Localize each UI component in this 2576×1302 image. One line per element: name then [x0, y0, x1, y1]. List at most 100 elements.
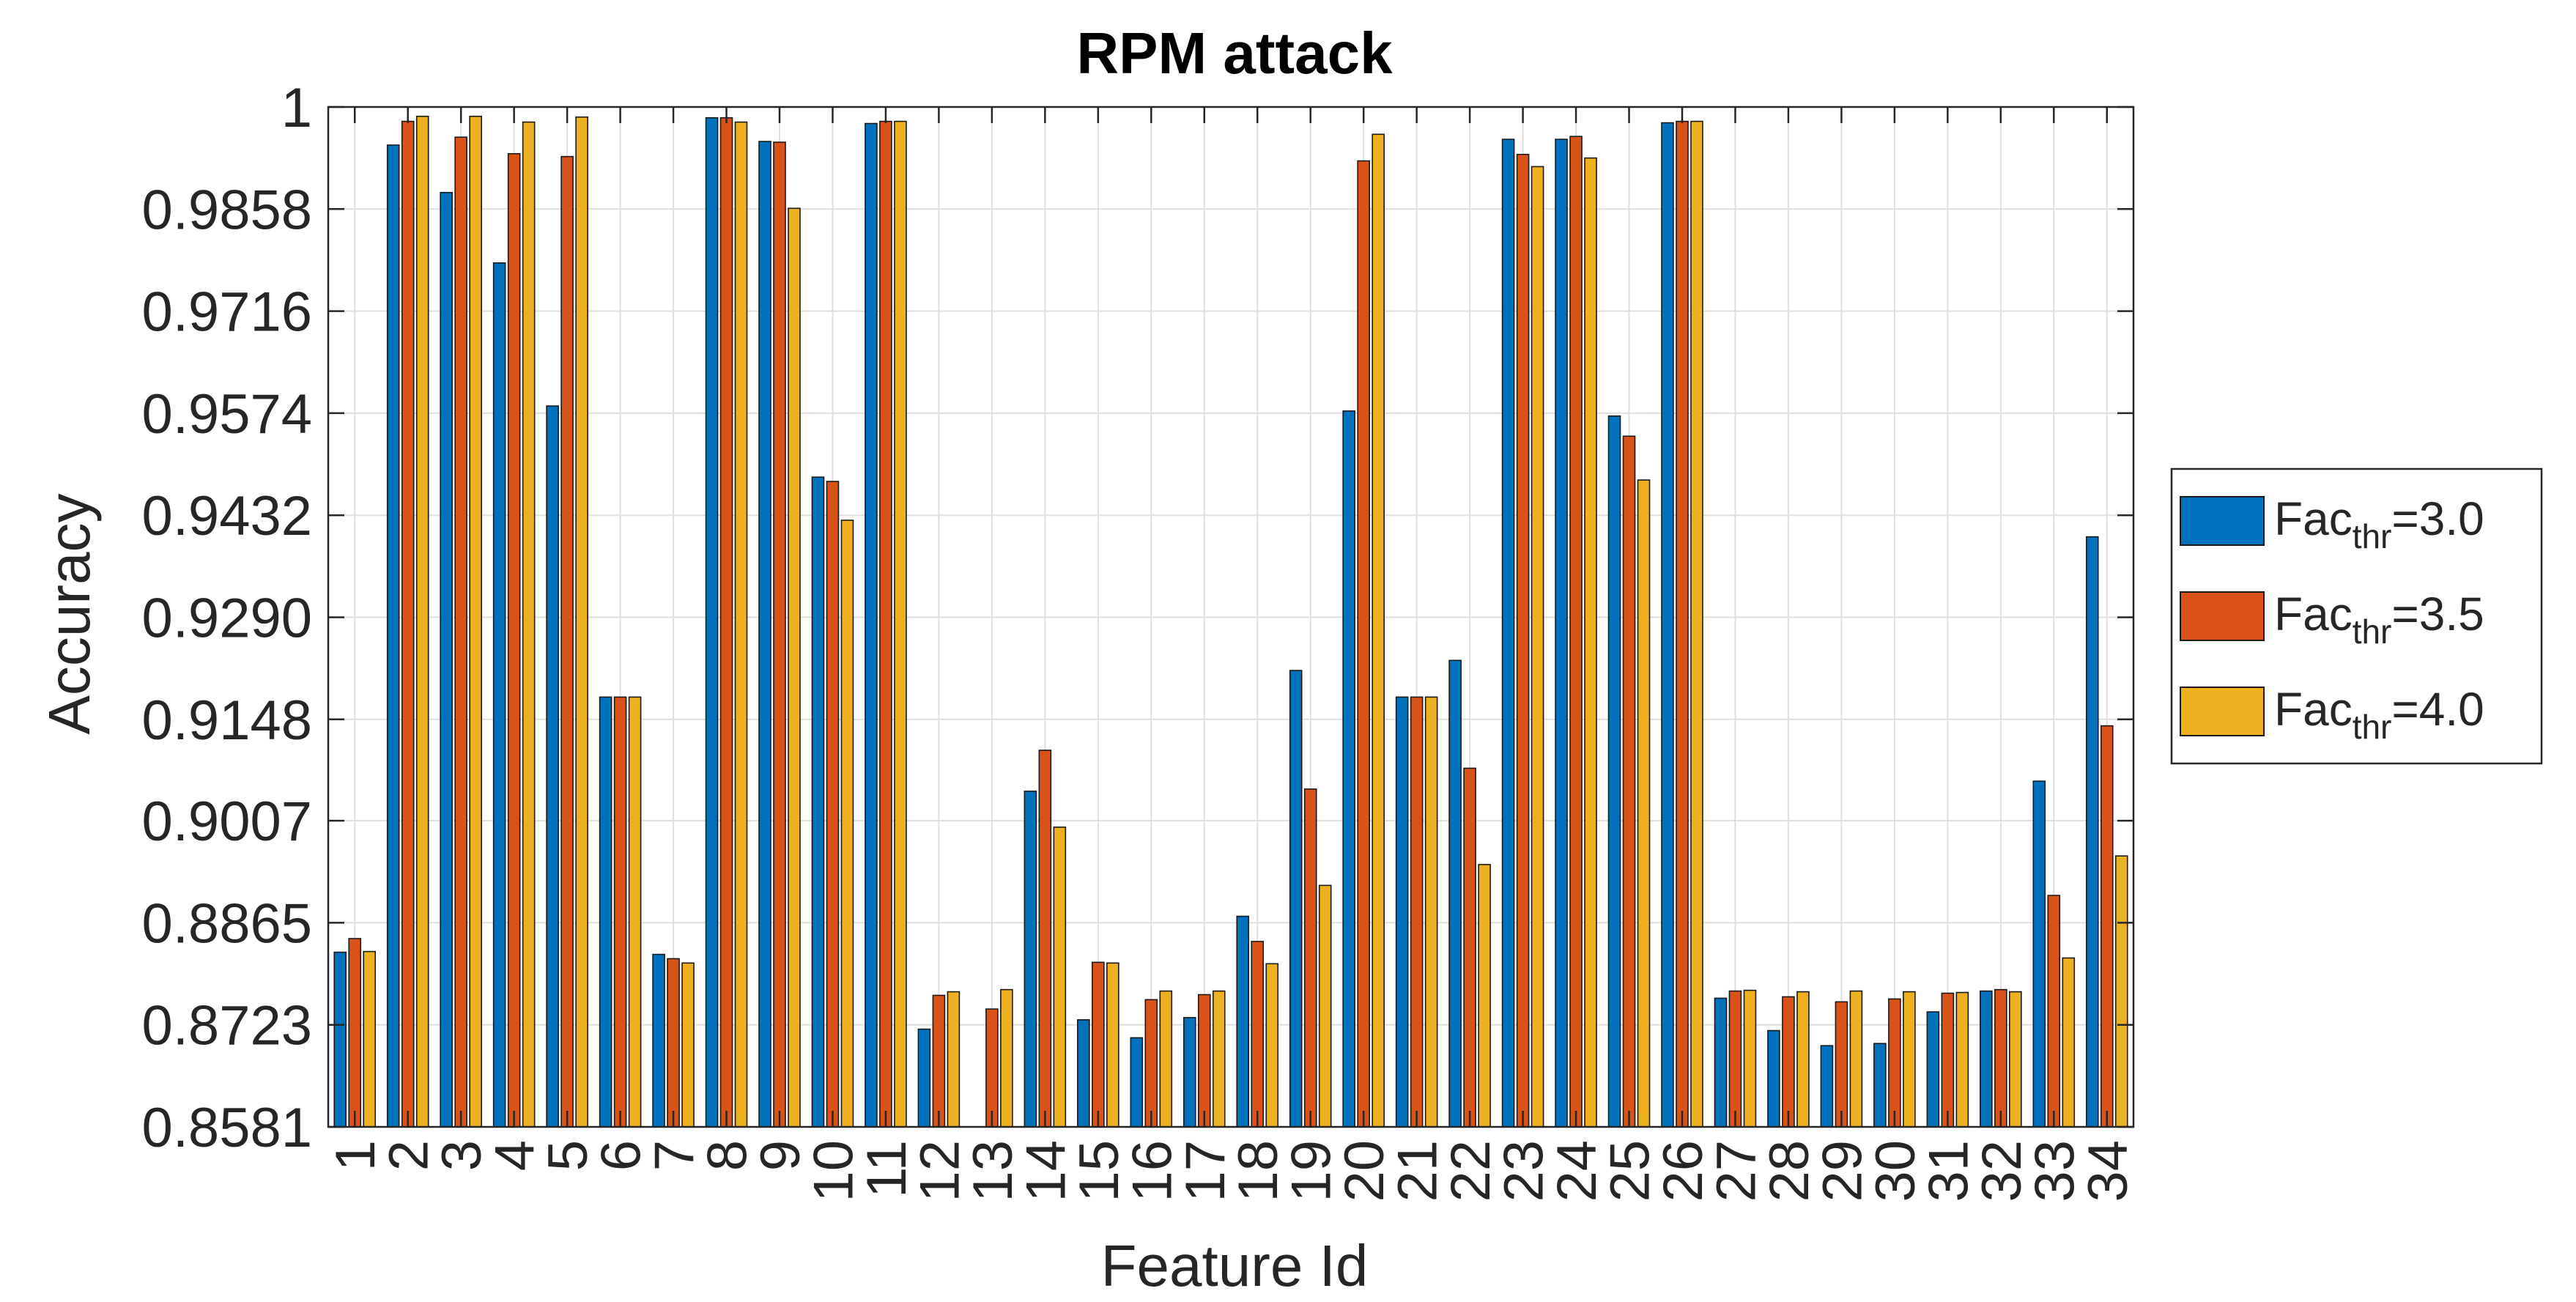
bar-1	[1130, 1037, 1144, 1128]
bar-1	[1077, 1019, 1090, 1128]
bar-1	[1607, 415, 1621, 1128]
bar-2	[1676, 120, 1689, 1128]
x-tick-label: 16	[1121, 1140, 1183, 1202]
bar-3	[1690, 120, 1703, 1128]
bar-3	[947, 991, 961, 1128]
bar-2	[719, 116, 733, 1128]
x-tick-label: 32	[1971, 1140, 2033, 1202]
legend-swatch	[2180, 591, 2265, 641]
x-tick-label: 10	[802, 1140, 865, 1202]
bar-2	[1569, 136, 1583, 1128]
bar-2	[1038, 750, 1052, 1128]
bar-2	[454, 136, 467, 1128]
bar-3	[1903, 991, 1916, 1128]
x-tick-label: 23	[1493, 1140, 1555, 1202]
bar-1	[333, 951, 347, 1128]
x-tick-label: 18	[1227, 1140, 1289, 1202]
bar-3	[1053, 826, 1067, 1128]
bar-2	[613, 696, 627, 1128]
y-tick-label: 0.9290	[142, 587, 312, 649]
bar-3	[1265, 963, 1279, 1128]
bar-1	[1395, 696, 1409, 1128]
bar-1	[1820, 1045, 1834, 1128]
bar-2	[2047, 895, 2061, 1128]
bar-3	[1531, 166, 1544, 1128]
bar-2	[401, 120, 415, 1128]
x-tick-label: 3	[431, 1140, 493, 1171]
bar-3	[415, 115, 429, 1128]
bar-3	[1318, 884, 1332, 1128]
bar-3	[1955, 991, 1969, 1128]
x-tick-label: 5	[537, 1140, 599, 1171]
bar-2	[1622, 435, 1636, 1128]
bar-3	[1637, 479, 1651, 1128]
bar-1	[1661, 122, 1674, 1128]
x-tick-label: 21	[1387, 1140, 1449, 1202]
bar-2	[1994, 988, 2007, 1128]
x-tick-label: 25	[1599, 1140, 1662, 1202]
x-tick-label: 27	[1705, 1140, 1767, 1202]
bar-3	[363, 950, 377, 1128]
bar-2	[1410, 696, 1424, 1128]
bar-2	[773, 141, 786, 1128]
y-tick-label: 0.8865	[142, 892, 312, 955]
bar-3	[2062, 957, 2076, 1128]
x-tick-label: 34	[2077, 1140, 2139, 1202]
bar-2	[1303, 788, 1317, 1128]
x-tick-label: 1	[325, 1140, 387, 1171]
y-tick-label: 0.9858	[142, 179, 312, 241]
x-tick-label: 7	[643, 1140, 706, 1171]
y-tick-label: 0.9148	[142, 689, 312, 752]
x-tick-label: 28	[1758, 1140, 1821, 1202]
bar-1	[1182, 1017, 1196, 1128]
bar-3	[894, 120, 907, 1128]
bar-1	[546, 405, 559, 1128]
y-tick-label: 0.8723	[142, 995, 312, 1057]
bar-1	[2085, 536, 2099, 1128]
y-axis-ticks: 0.8581 0.8723 0.8865 0.9007 0.9148 0.9290 0.94…	[142, 77, 2133, 1159]
bar-3	[469, 115, 482, 1128]
x-tick-label: 11	[856, 1140, 918, 1198]
bar-1	[1555, 138, 1568, 1128]
x-tick-label: 2	[378, 1140, 440, 1171]
bar-2	[348, 938, 362, 1128]
x-tick-label: 33	[2024, 1140, 2086, 1202]
bar-1	[705, 116, 719, 1128]
bar-1	[1714, 997, 1728, 1128]
legend-label: Facthr=3.0	[2274, 492, 2484, 555]
bar-2	[1728, 990, 1742, 1128]
bar-2	[879, 120, 892, 1128]
bar-2	[1941, 992, 1955, 1128]
bar-1	[758, 141, 771, 1128]
bar-1	[492, 262, 506, 1128]
bar-1	[811, 476, 825, 1128]
bar-1	[1024, 791, 1037, 1128]
bar-3	[2009, 991, 2022, 1128]
x-tick-label: 19	[1281, 1140, 1343, 1202]
chart-title: RPM attack	[1076, 21, 1393, 86]
x-tick-label: 12	[908, 1140, 971, 1202]
bar-3	[1000, 988, 1013, 1128]
bar-1	[1501, 138, 1515, 1128]
bar-3	[1743, 989, 1757, 1128]
bar-1	[917, 1028, 931, 1128]
bar-2	[1888, 998, 1901, 1128]
x-axis-ticks: 1234567891011121314151617181920212223242…	[325, 107, 2139, 1202]
bar-1	[386, 144, 400, 1128]
bar-3	[1584, 157, 1597, 1128]
bar-3	[681, 962, 695, 1128]
bar-3	[1424, 696, 1438, 1128]
bar-1	[1342, 410, 1355, 1128]
legend-swatch	[2180, 496, 2265, 546]
y-tick-label: 0.8581	[142, 1097, 312, 1159]
bar-3	[522, 121, 536, 1128]
bar-1	[1873, 1043, 1887, 1128]
x-tick-label: 6	[591, 1140, 653, 1171]
x-tick-label: 14	[1015, 1140, 1077, 1202]
x-tick-label: 9	[750, 1140, 812, 1171]
bar-3	[788, 207, 801, 1128]
bar-2	[1516, 153, 1530, 1128]
bar-3	[1159, 990, 1173, 1128]
legend: Facthr=3.0 Facthr=3.5 Facthr=4.0	[2170, 467, 2543, 765]
bar-2	[985, 1008, 999, 1128]
